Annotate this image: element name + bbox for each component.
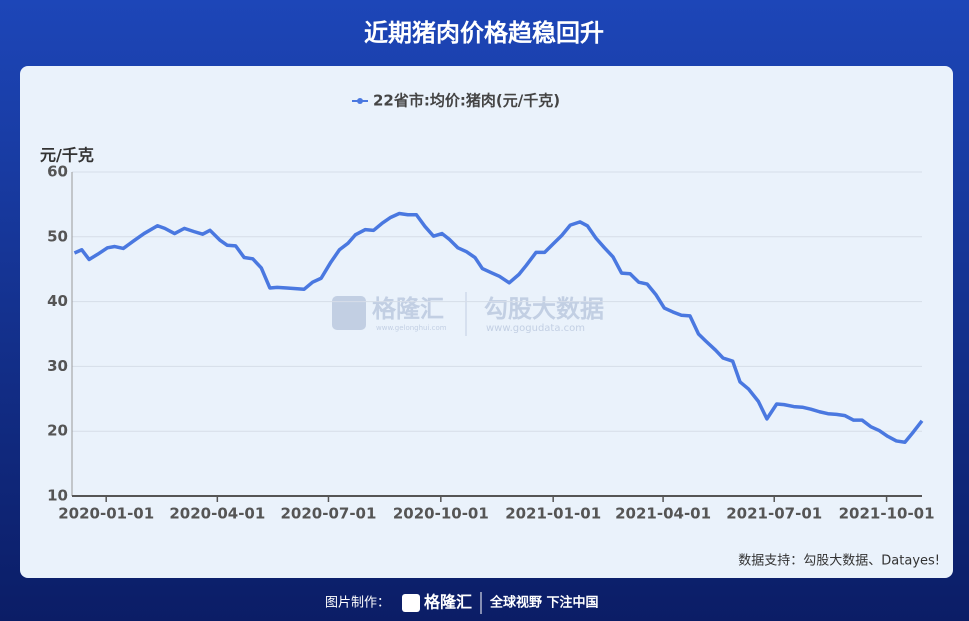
watermark-brand: 格隆汇: [372, 295, 444, 323]
watermark-url: www.gelonghui.com: [376, 324, 447, 332]
y-tick-label: 20: [47, 422, 68, 440]
panel: [20, 66, 953, 578]
x-tick-label: 2021-01-01: [505, 505, 601, 523]
y-tick-label: 10: [47, 487, 68, 505]
footer-slogan: 全球视野 下注中国: [489, 595, 599, 611]
watermark-partner: 勾股大数据: [484, 295, 604, 323]
chart-title: 近期猪肉价格趋稳回升: [364, 19, 604, 47]
watermark: 格隆汇 www.gelonghui.com 勾股大数据 www.gogudata…: [332, 292, 604, 336]
watermark-partner-url: www.gogudata.com: [486, 323, 585, 334]
y-tick-label: 30: [47, 357, 68, 375]
data-line: [73, 211, 924, 444]
x-tick-label: 2020-10-01: [393, 505, 489, 523]
x-tick-label: 2020-01-01: [58, 505, 154, 523]
y-tick-label: 40: [47, 292, 68, 310]
x-tick-label: 2021-04-01: [615, 505, 711, 523]
source: 数据支持：勾股大数据、Datayes!: [738, 554, 940, 569]
watermark-logo: [332, 296, 366, 330]
footer-label: 图片制作：: [325, 596, 390, 611]
y-tick-label: 60: [47, 163, 68, 181]
x-tick-label: 2020-04-01: [169, 505, 265, 523]
x-tick-label: 2020-07-01: [280, 505, 376, 523]
x-tick-label: 2021-10-01: [839, 505, 935, 523]
footer-brand: 格隆汇: [424, 593, 472, 612]
y-axis-label: 元/千克: [40, 146, 94, 165]
x-tick-label: 2021-07-01: [726, 505, 822, 523]
legend-label: 22省市:均价:猪肉(元/千克): [373, 92, 560, 110]
footer-logo: [402, 594, 420, 612]
legend-dot: [357, 98, 363, 104]
y-tick-label: 50: [47, 227, 68, 245]
